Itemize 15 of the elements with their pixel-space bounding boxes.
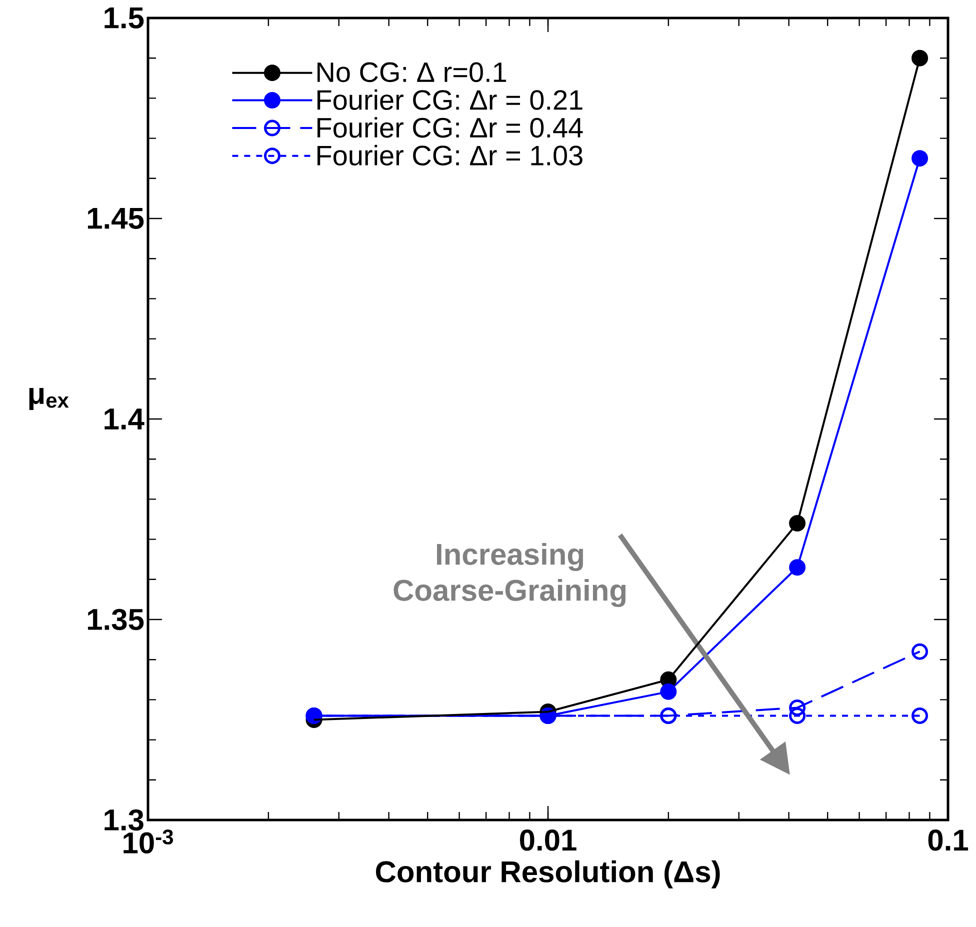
y-tick-label: 1.5 [104, 8, 144, 28]
legend-label: Fourier CG: Δr = 0.21 [318, 89, 582, 110]
legend-label: No CG: Δ r=0.1 [318, 62, 506, 82]
x-tick-label: 0.01 [520, 830, 576, 851]
y-axis-title: μ$_{ex}$ [29, 388, 69, 410]
legend-label: Fourier CG: Δr = 0.44 [318, 117, 583, 138]
y-tick-label: 1.45 [88, 208, 144, 229]
annotation: Increasing Coarse-Graining [394, 542, 626, 608]
y-tick-label: 1.4 [104, 408, 144, 430]
y-tick-label: 1.35 [88, 608, 144, 630]
x-tick-label: 0.1 [928, 830, 968, 851]
x-axis-title: Contour Resolution (Δs) [376, 860, 720, 888]
legend-label: Fourier CG: Δr = 1.03 [318, 144, 582, 166]
y-tick-label: 1.3 [104, 809, 144, 831]
x-tick-label: 10$^{-3}$ [124, 830, 174, 854]
